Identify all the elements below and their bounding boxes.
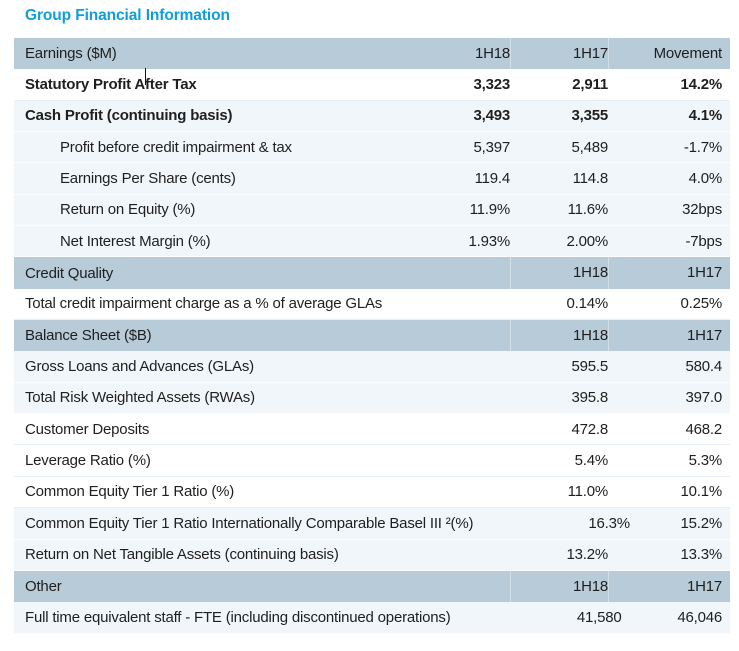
value-1h18: 119.4	[474, 170, 511, 188]
table-row-return-on-equity: Return on Equity (%) 11.9% 11.6% 32bps	[14, 194, 730, 227]
column-header-movement: Movement	[608, 38, 730, 70]
value-movement: 32bps	[682, 201, 722, 219]
table-row-return-net-tangible-assets: Return on Net Tangible Assets (continuin…	[14, 539, 730, 571]
row-label: Gross Loans and Advances (GLAs)	[25, 358, 254, 376]
row-label: Earnings Per Share (cents)	[60, 170, 236, 188]
value-1h18: 472.8	[571, 420, 608, 438]
value-1h17: 46,046	[677, 608, 722, 626]
section-title: Credit Quality	[25, 264, 114, 282]
value-1h17: 11.6%	[567, 201, 609, 219]
group-financial-table: Earnings ($M) 1H18 1H17 Movement Statuto…	[14, 38, 730, 634]
value-1h17: 10.1%	[680, 483, 722, 501]
row-label: Profit before credit impairment & tax	[60, 138, 292, 156]
table-row-cet1-internationally-comparable: Common Equity Tier 1 Ratio International…	[14, 508, 730, 540]
value-movement: 14.2%	[680, 76, 722, 94]
table-row-fte-staff: Full time equivalent staff - FTE (includ…	[14, 602, 730, 634]
section-title: Other	[25, 578, 62, 596]
column-header-1h17: 1H17	[608, 570, 730, 603]
value-1h17: 5,489	[571, 138, 608, 156]
column-header-1h17: 1H17	[510, 38, 608, 70]
value-1h17: 13.3%	[680, 546, 722, 564]
section-header-row-credit-quality: Credit Quality 1H18 1H17	[14, 257, 730, 289]
row-label: Total Risk Weighted Assets (RWAs)	[25, 389, 255, 407]
value-movement: -1.7%	[683, 138, 722, 156]
row-label: Common Equity Tier 1 Ratio (%)	[25, 483, 235, 501]
value-1h18: 11.9%	[469, 201, 511, 219]
row-label: Cash Profit (continuing basis)	[25, 107, 233, 125]
value-1h17: 15.2%	[680, 514, 722, 532]
value-1h18: 13.2%	[566, 546, 608, 564]
value-1h17: 114.8	[572, 170, 609, 188]
value-movement: 4.0%	[688, 170, 723, 188]
value-1h18: 3,323	[473, 76, 510, 94]
row-label: Net Interest Margin (%)	[60, 232, 211, 250]
table-row-customer-deposits: Customer Deposits 472.8 468.2	[14, 414, 730, 446]
value-1h18: 3,493	[473, 107, 510, 125]
table-row-cash-profit: Cash Profit (continuing basis) 3,493 3,3…	[14, 100, 730, 133]
value-1h17: 5.3%	[688, 452, 723, 470]
table-row-leverage-ratio: Leverage Ratio (%) 5.4% 5.3%	[14, 445, 730, 477]
table-row-earnings-per-share: Earnings Per Share (cents) 119.4 114.8 4…	[14, 163, 730, 195]
row-label: Customer Deposits	[25, 420, 150, 438]
column-header-1h18: 1H18	[510, 257, 608, 289]
value-1h17: 0.25%	[680, 295, 722, 313]
value-1h17: 3,355	[571, 107, 608, 125]
value-1h18: 11.0%	[567, 483, 609, 501]
row-label: Statutory Profit After Tax	[14, 68, 414, 94]
section-header-row-earnings: Earnings ($M) 1H18 1H17 Movement	[14, 38, 730, 70]
value-1h18: 395.8	[571, 389, 608, 407]
row-label: Common Equity Tier 1 Ratio International…	[25, 514, 474, 532]
value-1h18: 0.14%	[566, 295, 608, 313]
value-1h17: 468.2	[685, 420, 722, 438]
value-1h17: 2.00%	[566, 232, 608, 250]
column-header-1h18: 1H18	[474, 45, 510, 63]
page-title: Group Financial Information	[25, 7, 230, 24]
row-label: Full time equivalent staff - FTE (includ…	[25, 608, 451, 626]
table-row-statutory-profit: Statutory Profit After Tax 3,323 2,911 1…	[14, 68, 730, 101]
table-row-profit-before-impairment: Profit before credit impairment & tax 5,…	[14, 132, 730, 164]
value-1h18: 1.93%	[468, 232, 510, 250]
row-label: Return on Equity (%)	[60, 201, 196, 219]
row-label: Total credit impairment charge as a % of…	[25, 295, 383, 313]
value-1h18: 595.5	[571, 358, 608, 376]
column-header-1h17: 1H17	[608, 257, 730, 289]
table-row-cet1-ratio: Common Equity Tier 1 Ratio (%) 11.0% 10.…	[14, 476, 730, 509]
section-header-row-other: Other 1H18 1H17	[14, 570, 730, 603]
section-title: Earnings ($M)	[25, 45, 117, 63]
column-header-1h17: 1H17	[608, 320, 730, 352]
value-1h17: 580.4	[685, 358, 722, 376]
value-1h18: 5.4%	[574, 452, 609, 470]
table-row-gross-loans-advances: Gross Loans and Advances (GLAs) 595.5 58…	[14, 351, 730, 383]
table-row-risk-weighted-assets: Total Risk Weighted Assets (RWAs) 395.8 …	[14, 382, 730, 415]
column-header-1h18: 1H18	[510, 570, 608, 603]
value-1h18: 41,580	[576, 608, 622, 626]
section-header-row-balance-sheet: Balance Sheet ($B) 1H18 1H17	[14, 320, 730, 352]
value-movement: -7bps	[685, 232, 722, 250]
value-1h17: 2,911	[572, 76, 608, 94]
text-cursor	[145, 68, 146, 86]
table-row-credit-impairment-charge: Total credit impairment charge as a % of…	[14, 288, 730, 321]
section-title: Balance Sheet ($B)	[25, 327, 152, 345]
value-1h18: 5,397	[473, 138, 510, 156]
column-header-1h18: 1H18	[510, 320, 608, 352]
value-1h18: 16.3%	[588, 514, 630, 532]
row-label: Leverage Ratio (%)	[25, 452, 151, 470]
table-row-net-interest-margin: Net Interest Margin (%) 1.93% 2.00% -7bp…	[14, 226, 730, 258]
row-label-text: Statutory Profit After Tax	[25, 76, 197, 94]
value-1h17: 397.0	[685, 389, 722, 407]
row-label: Return on Net Tangible Assets (continuin…	[25, 546, 339, 564]
value-movement: 4.1%	[688, 107, 723, 125]
